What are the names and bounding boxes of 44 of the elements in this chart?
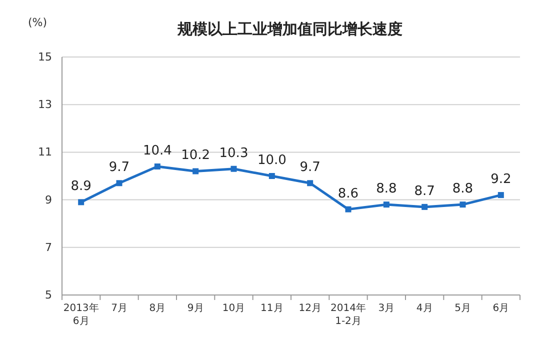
point: [498, 192, 504, 198]
x-tick-label: 6月: [492, 303, 510, 314]
data-label: 9.2: [490, 172, 512, 188]
point: [268, 173, 275, 179]
point: [192, 168, 199, 174]
data-label: 10.3: [219, 146, 248, 161]
y-tick-label: 5: [45, 288, 52, 302]
y-tick-label: 13: [38, 98, 52, 112]
point: [422, 204, 428, 210]
x-tick-label: 10月: [222, 303, 246, 314]
x-tick-label: 3月: [378, 303, 395, 314]
data-label: 8.7: [414, 184, 435, 199]
y-axis-title: (%): [28, 16, 48, 29]
x-tick-label: 12月: [298, 303, 322, 314]
data-label: 8.9: [70, 179, 92, 194]
data-label: 8.6: [338, 186, 359, 202]
data-label: 8.8: [452, 182, 474, 197]
data-label: 9.7: [108, 160, 130, 176]
x-tick-label: 11月: [260, 303, 284, 314]
point: [345, 206, 352, 212]
data-label: 10.4: [142, 143, 172, 158]
y-tick-label: 9: [45, 193, 52, 206]
point: [78, 199, 84, 206]
data-label: 10.2: [181, 148, 210, 164]
x-tick-label: 8月: [149, 303, 166, 314]
point: [383, 202, 390, 208]
point: [460, 202, 466, 208]
y-tick-label: 11: [38, 146, 52, 159]
y-tick-label: 15: [38, 50, 52, 64]
point: [154, 163, 160, 170]
x-tick-label: 2014年 1-2月: [330, 302, 366, 327]
data-label: 8.8: [376, 182, 397, 197]
x-tick-label: 9月: [187, 303, 204, 314]
x-tick-label: 5月: [454, 303, 471, 314]
y-tick-label: 7: [45, 240, 52, 254]
x-tick-label: 7月: [111, 303, 128, 314]
point: [230, 166, 237, 172]
data-label: 9.7: [300, 160, 320, 176]
x-tick-label: 4月: [416, 303, 433, 314]
point: [307, 180, 314, 186]
point: [116, 180, 122, 186]
data-label: 10.0: [257, 153, 286, 168]
chart-title: 规模以上工业增加值同比增长速度: [176, 20, 402, 38]
x-tick-label: 2013年 6月: [63, 302, 99, 327]
